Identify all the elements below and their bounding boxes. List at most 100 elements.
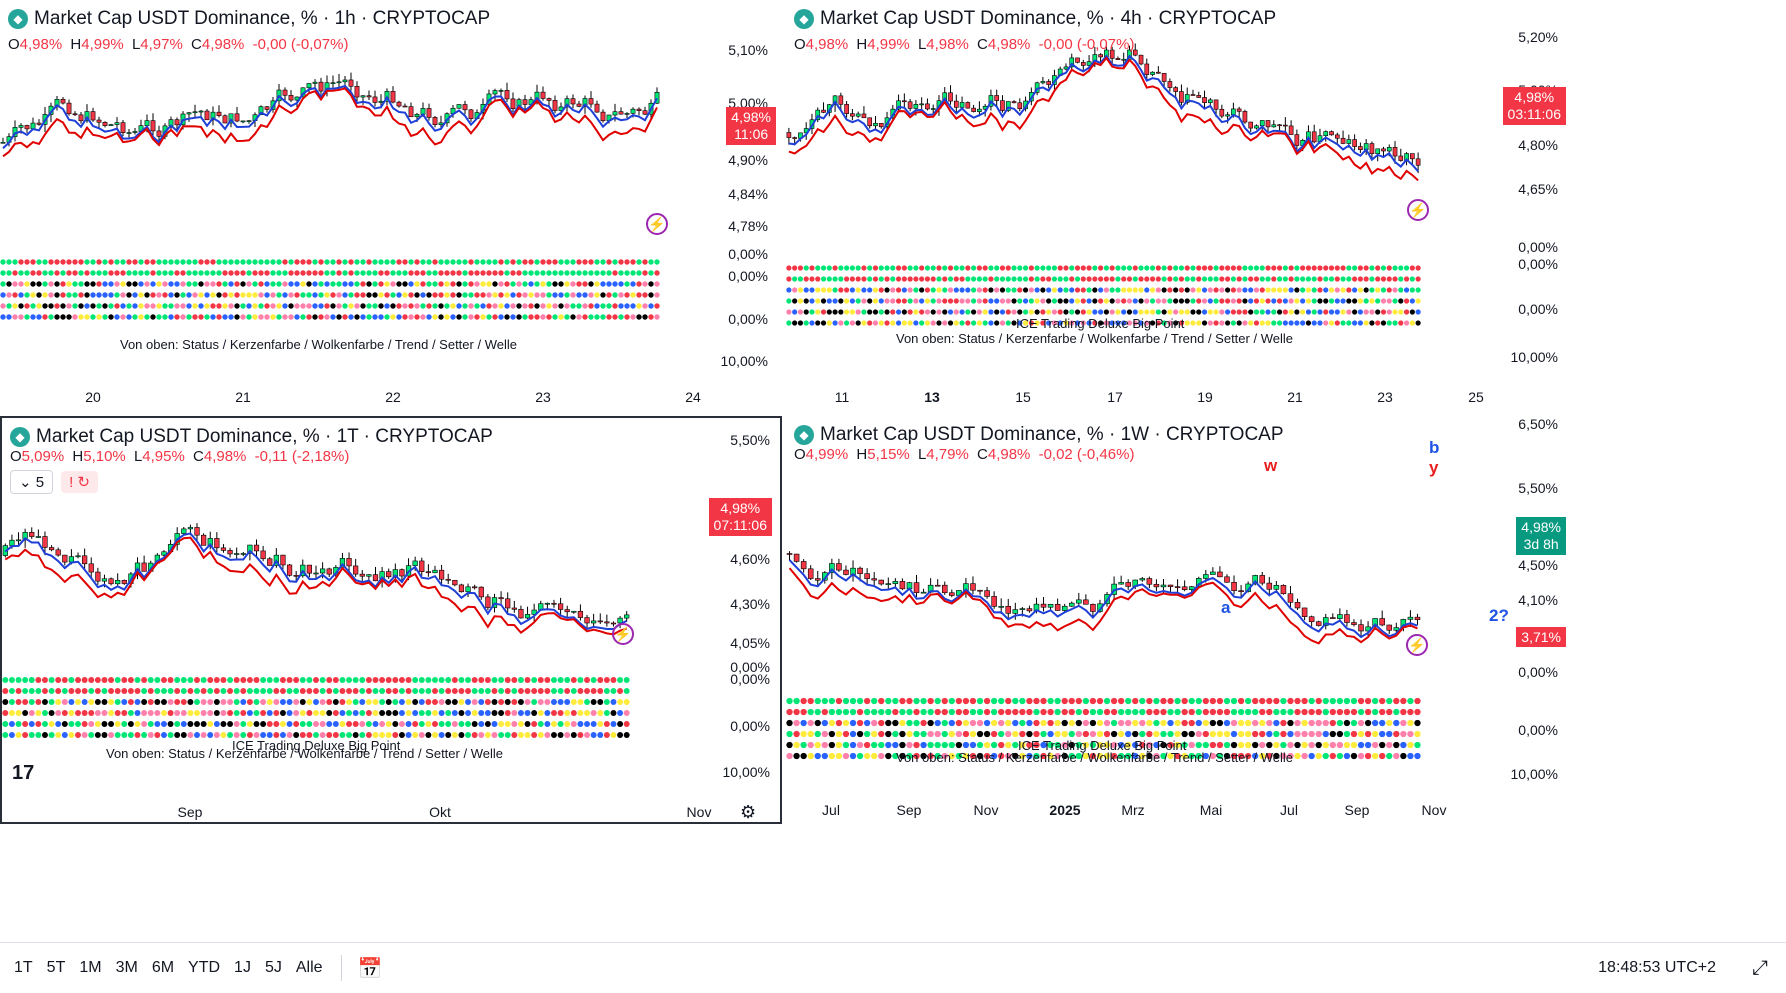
indicator-dot	[88, 710, 95, 716]
alert-bolt-icon[interactable]: ⚡	[612, 623, 634, 645]
alert-bolt-icon[interactable]: ⚡	[1406, 634, 1428, 656]
range-all-button[interactable]: Alle	[295, 959, 323, 976]
chart-pane-1h[interactable]: ◆ Market Cap USDT Dominance, % · 1h · CR…	[0, 0, 778, 412]
chart-canvas[interactable]	[786, 416, 1568, 824]
indicator-dot	[934, 719, 941, 727]
indicator-dot	[570, 259, 576, 265]
indicator-dot	[1121, 298, 1127, 304]
indicator-dot	[414, 270, 420, 276]
indicator-dot	[1005, 276, 1011, 282]
chart-title[interactable]: Market Cap USDT Dominance, % · 1T · CRYP…	[36, 426, 493, 447]
indicator-dot	[306, 710, 313, 716]
indicator-dot	[313, 732, 319, 738]
indicator-dot	[405, 721, 412, 727]
indicator-dot	[1125, 708, 1132, 716]
chart-canvas[interactable]	[2, 418, 782, 824]
indicator-dot	[408, 270, 414, 276]
range-6m-button[interactable]: 6M	[151, 959, 175, 976]
chart-canvas[interactable]	[0, 0, 778, 412]
price-axis[interactable]: 5,10% 5,00% 4,90% 4,84% 4,78% 0,00% 0,00…	[720, 42, 768, 369]
candle	[896, 100, 901, 110]
indicator-dot	[1322, 708, 1329, 716]
indicator-dot	[1230, 276, 1236, 282]
indicator-dot	[872, 276, 879, 282]
warning-badge[interactable]: ! ↻	[61, 471, 99, 493]
range-5d-button[interactable]: 5T	[46, 959, 66, 976]
indicator-dot	[606, 314, 612, 320]
range-1y-button[interactable]: 1J	[234, 959, 251, 976]
indicator-dot	[48, 281, 54, 287]
indicator-dot	[346, 710, 353, 716]
settings-gear-icon[interactable]: ⚙	[740, 802, 757, 822]
range-3m-button[interactable]: 3M	[115, 959, 138, 976]
indicator-dot	[1202, 719, 1209, 727]
indicator-dot	[654, 314, 660, 320]
indicator-dot	[48, 303, 54, 309]
range-1d-button[interactable]: 1T	[14, 959, 33, 976]
indicator-dot	[313, 710, 319, 716]
fullscreen-icon[interactable]: ⤢	[1752, 956, 1768, 979]
indicator-dot	[1230, 298, 1236, 304]
indicator-dot	[30, 292, 36, 298]
tradingview-logo[interactable]: 17	[12, 762, 35, 784]
indicator-dot	[1153, 730, 1160, 738]
indicator-dot	[486, 303, 492, 309]
indicator-dot	[144, 314, 150, 320]
collapse-indicators-button[interactable]: ⌄ 5	[10, 470, 54, 494]
indicator-dot	[1174, 730, 1181, 738]
indicator-dot	[1282, 309, 1288, 315]
alert-bolt-icon[interactable]: ⚡	[646, 213, 668, 235]
indicator-dot	[803, 287, 809, 293]
indicator-dot	[1253, 276, 1260, 282]
indicator-dot	[504, 259, 510, 265]
indicator-dot	[1012, 741, 1019, 749]
indicator-dot	[306, 677, 313, 683]
indicator-dot	[793, 708, 800, 716]
alert-bolt-icon[interactable]: ⚡	[1407, 199, 1429, 221]
price-axis[interactable]: 5,20% 5,00% 4,80% 4,65% 0,00% 0,00% 0,00…	[1510, 29, 1558, 365]
candle	[234, 113, 240, 122]
indicator-dot	[1202, 697, 1209, 705]
indicator-dot	[962, 741, 970, 749]
range-ytd-button[interactable]: YTD	[188, 959, 221, 976]
indicator-dot	[81, 732, 88, 738]
indicator-dot	[365, 699, 372, 705]
chart-title[interactable]: Market Cap USDT Dominance, % · 4h · CRYP…	[820, 8, 1277, 29]
indicator-dot	[531, 721, 538, 727]
indicator-dot	[934, 741, 941, 749]
clock-timezone[interactable]: 18:48:53 UTC+2	[1598, 959, 1716, 976]
indicator-dot	[872, 265, 879, 271]
indicator-dot	[2, 721, 9, 727]
indicator-dot	[1207, 320, 1213, 326]
indicator-dot	[1080, 298, 1086, 304]
chart-pane-1w[interactable]: ◆ Market Cap USDT Dominance, % · 1W · CR…	[786, 416, 1568, 824]
indicator-dot	[955, 697, 963, 705]
chart-canvas[interactable]	[786, 0, 1568, 412]
indicator-dot	[360, 303, 366, 309]
price-axis[interactable]: 6,50% 5,50% 4,50% 4,10% 0,00% 0,00% 10,0…	[1510, 416, 1558, 782]
candle	[318, 81, 324, 92]
candle	[642, 110, 648, 115]
indicator-dot	[147, 710, 154, 716]
calendar-goto-icon[interactable]: 📅	[357, 957, 383, 980]
indicator-dot	[1259, 741, 1266, 749]
chart-title[interactable]: Market Cap USDT Dominance, % · 1h · CRYP…	[34, 8, 491, 29]
indicator-dot	[884, 320, 890, 326]
indicator-dot	[306, 259, 312, 265]
indicator-dot	[654, 292, 660, 298]
indicator-dot	[861, 298, 867, 304]
indicator-dot	[1300, 309, 1306, 315]
chart-title[interactable]: Market Cap USDT Dominance, % · 1W · CRYP…	[820, 424, 1284, 445]
indicator-dot	[1082, 752, 1090, 760]
indicator-dot	[1315, 719, 1322, 727]
candle	[815, 109, 821, 121]
chart-pane-4h[interactable]: ◆ Market Cap USDT Dominance, % · 4h · CR…	[786, 0, 1568, 412]
indicator-dot	[863, 741, 871, 749]
indicator-dot	[54, 281, 60, 287]
price-axis[interactable]: 5,50% 4,60% 4,30% 4,05% 0,00% 0,00% 0,00…	[722, 432, 770, 780]
chart-pane-1d[interactable]: ◆ Market Cap USDT Dominance, % · 1T · CR…	[0, 416, 782, 824]
indicator-dot	[1181, 730, 1188, 738]
range-5y-button[interactable]: 5J	[264, 959, 282, 976]
candle	[36, 122, 42, 125]
range-1m-button[interactable]: 1M	[79, 959, 102, 976]
